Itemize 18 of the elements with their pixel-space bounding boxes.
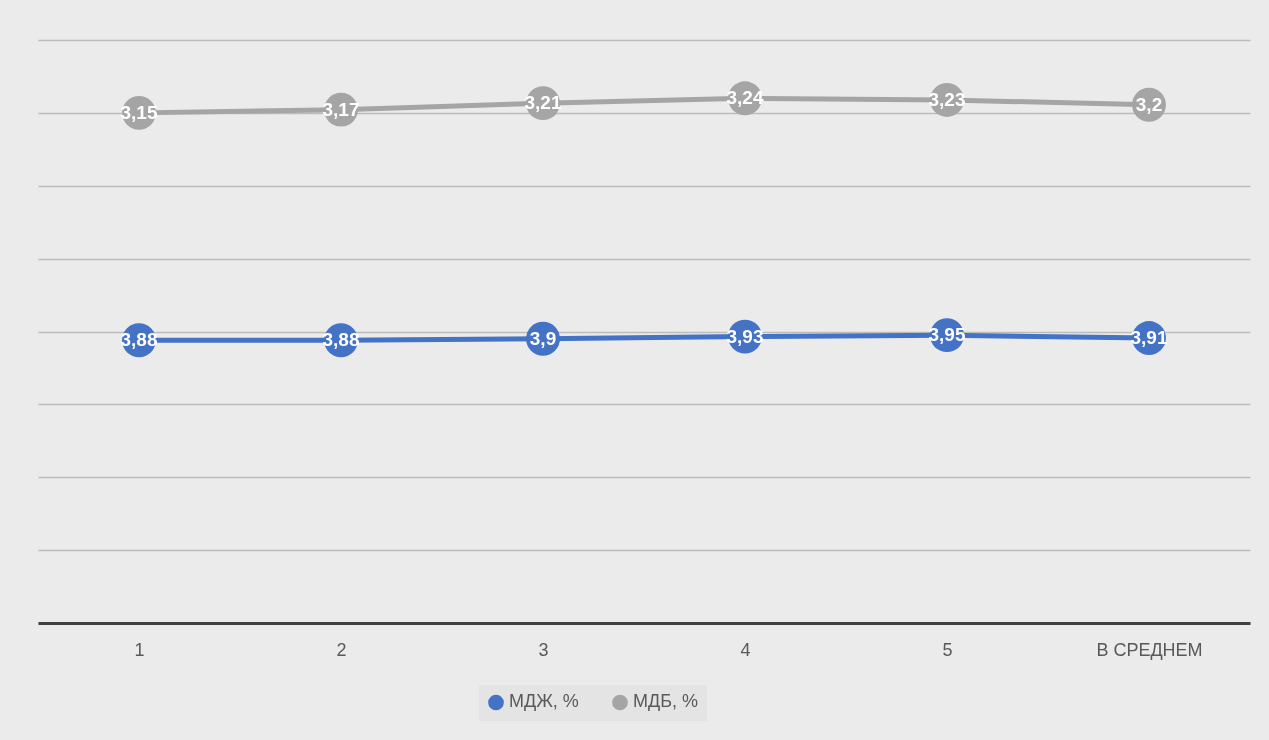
x-tick-label: 5 [942, 639, 953, 660]
data-label: 3,24 [726, 87, 764, 109]
x-tick-label: 1 [134, 639, 145, 660]
legend-label: МДЖ, % [509, 691, 579, 712]
data-label: 3,95 [928, 324, 966, 346]
data-label: 3,9 [529, 327, 557, 349]
data-label: 3,17 [322, 98, 360, 120]
x-tick-label: В СРЕДНЕМ [1096, 639, 1203, 660]
legend-label: МДБ, % [633, 691, 699, 712]
data-label: 3,88 [322, 329, 360, 351]
x-tick-label: 2 [336, 639, 347, 660]
data-label: 3,93 [726, 325, 764, 347]
data-label: 3,23 [928, 88, 966, 110]
data-label: 3,21 [524, 92, 562, 114]
x-tick-label: 4 [740, 639, 751, 660]
data-label: 3,15 [120, 101, 158, 123]
data-label: 3,2 [1135, 93, 1163, 115]
x-tick-label: 3 [538, 639, 549, 660]
